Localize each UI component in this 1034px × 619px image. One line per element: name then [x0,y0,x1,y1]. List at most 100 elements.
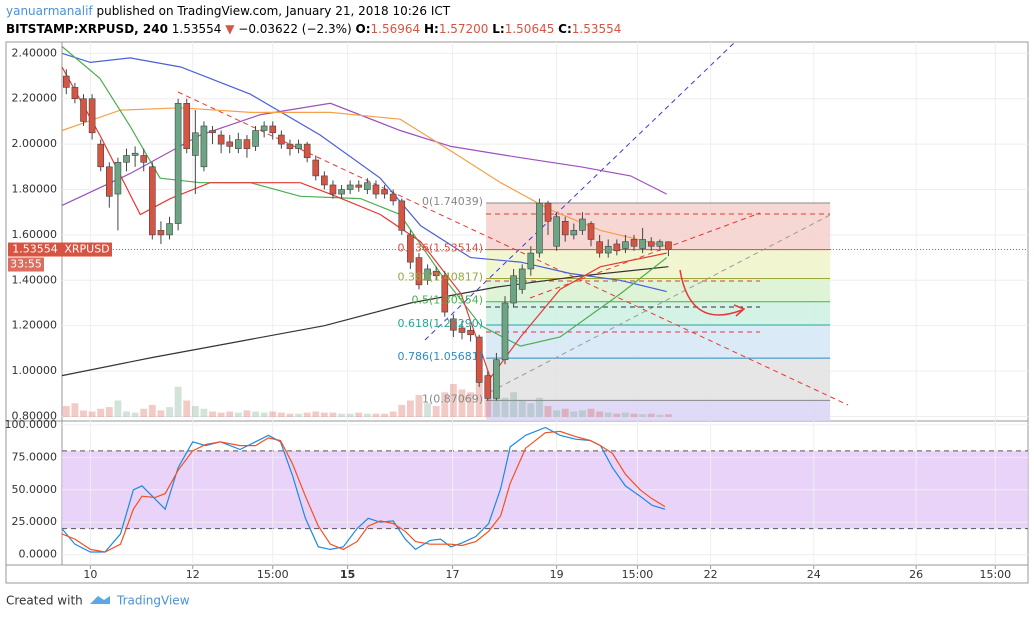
candle-body [381,189,388,195]
volume-bar [518,400,526,417]
volume-bar [183,400,191,417]
x-tick-label: 15:00 [622,568,654,581]
candle-body [174,102,182,224]
y-tick-label: 2.20000 [12,92,58,105]
candle-body [579,218,586,231]
background-layer [62,42,1028,565]
fib-label: 0.236(1.53514) [398,242,484,255]
volume-bar [449,384,457,417]
candle-body [329,184,337,195]
fib-zone [486,358,831,401]
candle-body [570,230,578,236]
fib-label: 0(1.74039) [422,195,483,208]
candle-body [252,130,259,147]
candle-body [467,329,474,336]
y-tick-label: 100.0000 [5,418,58,431]
candle-body [544,202,552,222]
candle-body [501,302,509,361]
candle-body [131,152,139,156]
volume-bar [80,410,87,417]
c-value: 1.53554 [571,22,622,36]
frame [5,41,1029,584]
volume-bar [492,395,500,417]
fib-zone [486,301,831,326]
candle-body [450,318,457,331]
volume-bar [664,414,672,417]
volume-bar [475,378,483,417]
published: published on TradingView.com, January 21… [96,4,451,18]
ticker-tag-label: XRPUSD [64,243,109,256]
y-tick-label: 0.80000 [12,409,58,422]
volume-bar [209,411,216,417]
candle-body [355,184,363,188]
candle-body [458,327,466,333]
author[interactable]: yanuarmanalif [6,4,93,18]
candle-body [372,184,380,195]
volume-bar [269,411,277,417]
volume-bar [458,389,466,417]
volume-bar [166,407,173,417]
volume-bar [630,413,638,417]
volume-bar [191,406,199,417]
candle-body [407,234,414,263]
volume-bar [105,407,113,417]
candle-body [527,252,535,270]
volume-bar [527,403,535,417]
x-tick-label: 17 [446,568,460,581]
volume-bar [277,412,285,417]
volume-bar [553,410,561,417]
volume-bar [148,404,156,417]
volume-bar [295,413,302,417]
candle-body [62,75,70,88]
l-value: 1.50645 [504,22,555,36]
volume-bar [587,408,595,417]
publish-line: yanuarmanalif published on TradingView.c… [6,2,621,20]
volume-bar [424,403,432,417]
brand[interactable]: TradingView [116,594,190,608]
change: −0.03622 (−2.3%) [238,22,352,36]
o-value: 1.56964 [370,22,421,36]
price-tag-label: 1.53554 [12,243,58,256]
candle-body [235,139,242,149]
candle-body [587,223,595,240]
volume-bar [501,397,509,417]
fib-label: 1(0.87069) [422,392,483,405]
brand-logo[interactable] [90,596,110,604]
volume-bar [467,392,475,417]
candle-body [286,143,294,149]
fib-zone [486,325,831,359]
candle-body [415,257,423,286]
candle-body [303,143,311,159]
fib-label: 0.786(1.05681) [398,350,484,363]
candle-body [226,141,234,147]
l-label: L: [492,22,505,36]
volume-bar [260,412,268,417]
volume-bar [252,411,259,417]
candle-body [183,102,191,149]
candle-body [398,200,406,231]
volume-bar [406,400,414,417]
h-label: H: [423,22,439,36]
arrow: ▼ [225,22,235,36]
countdown-tag [8,257,44,272]
candle-body [71,87,79,100]
h-value: 1.57200 [438,22,489,36]
oscillator-line [61,426,666,553]
candle-body [484,375,492,399]
candle-body [647,241,655,247]
candle-body [596,241,603,254]
y-tick-label: 2.00000 [12,137,58,150]
x-tick-label: 26 [909,568,923,581]
drawings [177,41,849,406]
volume-bar [639,414,647,417]
candle-body [536,202,543,254]
x-tick-label: 24 [807,568,821,581]
volume-bar [372,413,380,417]
trend-line [529,212,761,299]
trend-line [489,214,831,393]
volume-bar [226,411,234,417]
candle-body [106,166,113,197]
volume-bar [320,412,328,417]
candle-body [217,134,225,145]
